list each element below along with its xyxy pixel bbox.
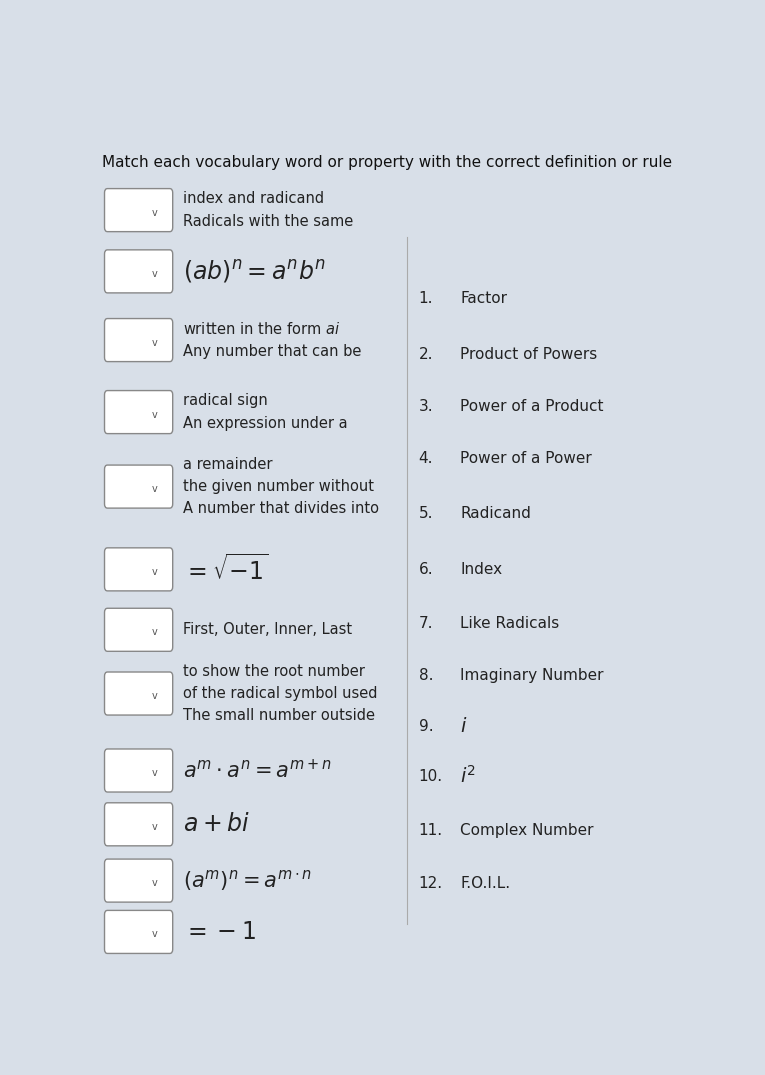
Text: Match each vocabulary word or property with the correct definition or rule: Match each vocabulary word or property w…	[102, 156, 672, 171]
Text: a remainder: a remainder	[183, 457, 272, 472]
Text: v: v	[151, 484, 157, 494]
Text: v: v	[151, 628, 157, 637]
Text: $= -1$: $= -1$	[183, 920, 256, 944]
FancyBboxPatch shape	[105, 608, 173, 651]
Text: $a + bi$: $a + bi$	[183, 813, 249, 836]
Text: 7.: 7.	[418, 616, 433, 631]
Text: Imaginary Number: Imaginary Number	[461, 668, 604, 683]
Text: $i^2$: $i^2$	[461, 765, 477, 787]
Text: Product of Powers: Product of Powers	[461, 346, 597, 361]
Text: $a^m \cdot a^n = a^{m+n}$: $a^m \cdot a^n = a^{m+n}$	[183, 759, 332, 783]
Text: v: v	[151, 691, 157, 701]
Text: v: v	[151, 338, 157, 347]
Text: 11.: 11.	[418, 823, 443, 839]
Text: An expression under a: An expression under a	[183, 416, 347, 431]
FancyBboxPatch shape	[105, 672, 173, 715]
Text: written in the form $\mathit{ai}$: written in the form $\mathit{ai}$	[183, 321, 340, 336]
Text: $i$: $i$	[461, 717, 467, 736]
FancyBboxPatch shape	[105, 749, 173, 792]
Text: $(ab)^n = a^nb^n$: $(ab)^n = a^nb^n$	[183, 258, 326, 285]
Text: 9.: 9.	[418, 719, 433, 734]
Text: 4.: 4.	[418, 450, 433, 465]
Text: v: v	[151, 821, 157, 832]
FancyBboxPatch shape	[105, 318, 173, 361]
Text: Complex Number: Complex Number	[461, 823, 594, 839]
Text: v: v	[151, 930, 157, 940]
Text: v: v	[151, 878, 157, 888]
Text: The small number outside: The small number outside	[183, 708, 375, 723]
Text: v: v	[151, 410, 157, 419]
Text: 12.: 12.	[418, 876, 443, 891]
Text: index and radicand: index and radicand	[183, 191, 324, 206]
FancyBboxPatch shape	[105, 548, 173, 591]
Text: 2.: 2.	[418, 346, 433, 361]
Text: 3.: 3.	[418, 399, 433, 414]
Text: Any number that can be: Any number that can be	[183, 344, 361, 359]
FancyBboxPatch shape	[105, 859, 173, 902]
Text: v: v	[151, 567, 157, 577]
Text: Radicand: Radicand	[461, 506, 531, 521]
Text: 6.: 6.	[418, 562, 433, 577]
Text: Power of a Product: Power of a Product	[461, 399, 604, 414]
FancyBboxPatch shape	[105, 911, 173, 954]
FancyBboxPatch shape	[105, 803, 173, 846]
Text: 8.: 8.	[418, 668, 433, 683]
Text: Power of a Power: Power of a Power	[461, 450, 592, 465]
Text: 1.: 1.	[418, 291, 433, 306]
Text: Like Radicals: Like Radicals	[461, 616, 559, 631]
Text: 10.: 10.	[418, 769, 443, 784]
Text: $(a^m)^n = a^{m \cdot n}$: $(a^m)^n = a^{m \cdot n}$	[183, 869, 312, 893]
Text: A number that divides into: A number that divides into	[183, 501, 379, 516]
Text: v: v	[151, 207, 157, 217]
Text: Index: Index	[461, 562, 503, 577]
Text: F.O.I.L.: F.O.I.L.	[461, 876, 510, 891]
Text: First, Outer, Inner, Last: First, Outer, Inner, Last	[183, 622, 352, 637]
FancyBboxPatch shape	[105, 465, 173, 508]
Text: to show the root number: to show the root number	[183, 663, 365, 678]
Text: $= \sqrt{-1}$: $= \sqrt{-1}$	[183, 554, 269, 585]
Text: the given number without: the given number without	[183, 479, 374, 494]
Text: Factor: Factor	[461, 291, 507, 306]
FancyBboxPatch shape	[105, 249, 173, 292]
Text: v: v	[151, 269, 157, 278]
Text: 5.: 5.	[418, 506, 433, 521]
Text: Radicals with the same: Radicals with the same	[183, 214, 353, 229]
Text: v: v	[151, 768, 157, 778]
FancyBboxPatch shape	[105, 188, 173, 231]
FancyBboxPatch shape	[105, 390, 173, 433]
Text: of the radical symbol used: of the radical symbol used	[183, 686, 377, 701]
Text: radical sign: radical sign	[183, 393, 268, 408]
